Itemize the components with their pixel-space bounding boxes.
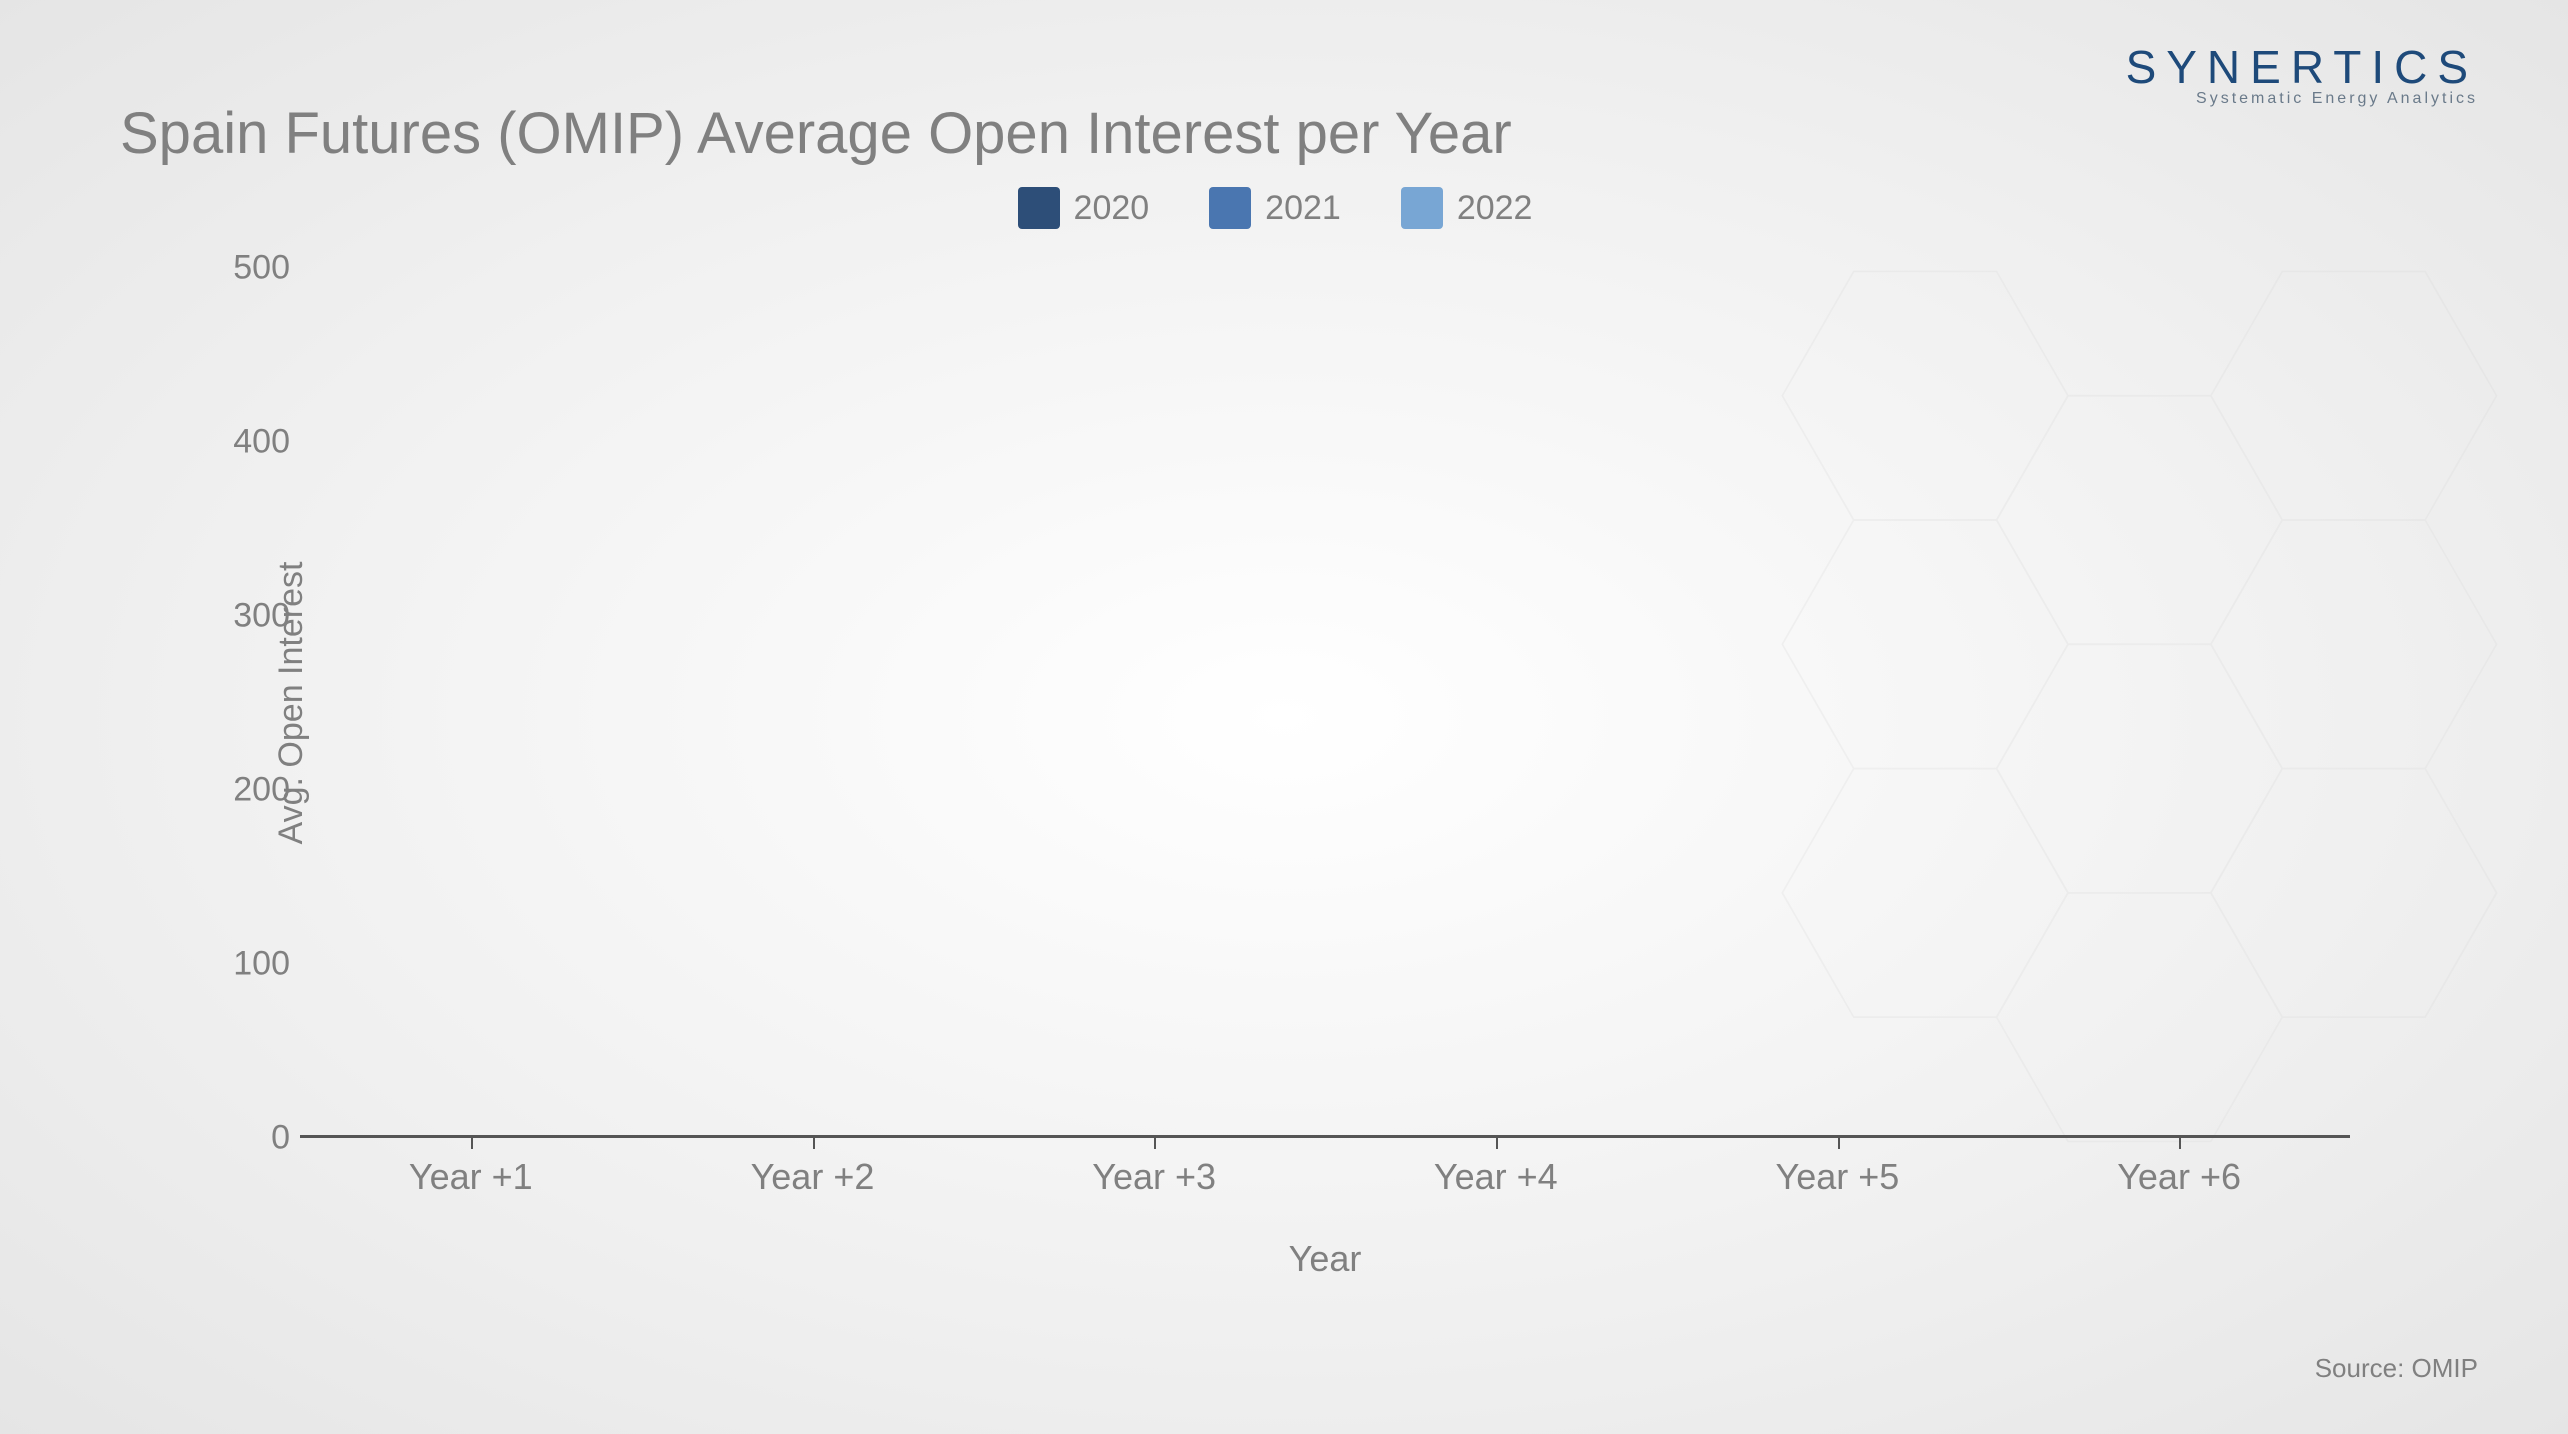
bar-groups (300, 268, 2350, 1135)
chart-title: Spain Futures (OMIP) Average Open Intere… (120, 100, 2450, 167)
legend-item: 2021 (1209, 187, 1341, 229)
x-label: Year +4 (1376, 1156, 1616, 1198)
x-tickmark (2179, 1135, 2181, 1149)
x-label: Year +2 (692, 1156, 932, 1198)
legend-label: 2020 (1074, 189, 1150, 228)
legend-label: 2021 (1265, 189, 1341, 228)
plot-area: Avg. Open Interest 0100200300400500 Year… (300, 268, 2350, 1138)
x-label: Year +6 (2059, 1156, 2299, 1198)
chart-container: Spain Futures (OMIP) Average Open Intere… (100, 100, 2450, 1380)
x-tickmark (1154, 1135, 1156, 1149)
y-tick: 0 (210, 1119, 290, 1158)
logo: SYNERTICS Systematic Energy Analytics (2126, 40, 2478, 108)
legend-swatch (1401, 187, 1443, 229)
legend-label: 2022 (1457, 189, 1533, 228)
x-label: Year +5 (1717, 1156, 1957, 1198)
y-ticks: 0100200300400500 (210, 268, 290, 1138)
x-tickmark (813, 1135, 815, 1149)
legend-item: 2022 (1401, 187, 1533, 229)
logo-main: SYNERTICS (2126, 40, 2478, 94)
x-labels: Year +1 Year +2 Year +3 Year +4 Year +5 Year … (300, 1156, 2350, 1198)
x-label: Year +3 (1034, 1156, 1274, 1198)
legend-swatch (1018, 187, 1060, 229)
x-tickmark (1496, 1135, 1498, 1149)
x-label: Year +1 (351, 1156, 591, 1198)
source-label: Source: OMIP (2315, 1353, 2478, 1384)
y-tick: 200 (210, 771, 290, 810)
legend-item: 2020 (1018, 187, 1150, 229)
y-tick: 500 (210, 249, 290, 288)
y-tick: 300 (210, 597, 290, 636)
y-tick: 400 (210, 423, 290, 462)
legend-swatch (1209, 187, 1251, 229)
y-tick: 100 (210, 945, 290, 984)
x-axis-label: Year (1289, 1238, 1362, 1280)
legend: 2020 2021 2022 (100, 187, 2450, 238)
x-tickmark (471, 1135, 473, 1149)
x-tickmark (1838, 1135, 1840, 1149)
